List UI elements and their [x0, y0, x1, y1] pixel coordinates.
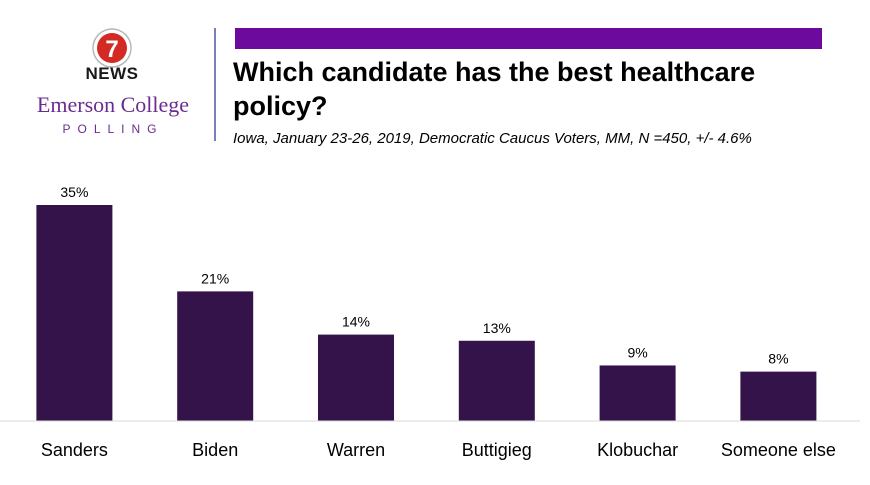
category-label-warren: Warren	[327, 440, 385, 460]
logo-number: 7	[105, 36, 118, 63]
org-name: Emerson College	[36, 92, 190, 117]
category-label-klobuchar: Klobuchar	[597, 440, 678, 460]
header-divider	[214, 28, 216, 141]
bar-klobuchar	[599, 365, 676, 421]
category-label-sanders: Sanders	[41, 440, 108, 460]
bars-group	[36, 205, 817, 421]
news-logo-text: NEWS	[85, 64, 139, 83]
data-label-someone-else: 8%	[768, 351, 788, 367]
category-label-buttigieg: Buttigieg	[462, 440, 532, 460]
bar-warren	[318, 334, 394, 421]
data-label-klobuchar: 9%	[627, 344, 647, 360]
bar-biden	[177, 291, 254, 421]
channel-7-logo-icon: 7	[92, 28, 132, 68]
category-labels-group: Sanders Biden Warren Buttigieg Klobuchar Some…	[41, 440, 836, 460]
data-label-warren: 14%	[342, 314, 370, 330]
bar-sanders	[36, 205, 113, 421]
data-label-buttigieg: 13%	[483, 320, 511, 336]
data-label-sanders: 35%	[60, 184, 88, 200]
bar-someone-else	[740, 371, 817, 421]
category-label-biden: Biden	[192, 440, 238, 460]
data-label-biden: 21%	[201, 270, 229, 286]
chart-title: Which candidate has the best healthcare …	[233, 57, 756, 121]
accent-bar	[235, 28, 822, 49]
chart-subtitle: Iowa, January 23-26, 2019, Democratic Ca…	[233, 130, 752, 147]
bar-chart: 35% 21% 14% 13% 9% 8% Sanders Biden Warren Butti…	[0, 184, 860, 460]
category-label-someone-else: Someone else	[721, 440, 836, 460]
logo-area: 7 NEWS Emerson College POLLING	[0, 0, 212, 160]
org-subtitle: POLLING	[62, 122, 164, 136]
bar-buttigieg	[458, 340, 535, 421]
value-labels-group: 35% 21% 14% 13% 9% 8%	[60, 184, 788, 367]
